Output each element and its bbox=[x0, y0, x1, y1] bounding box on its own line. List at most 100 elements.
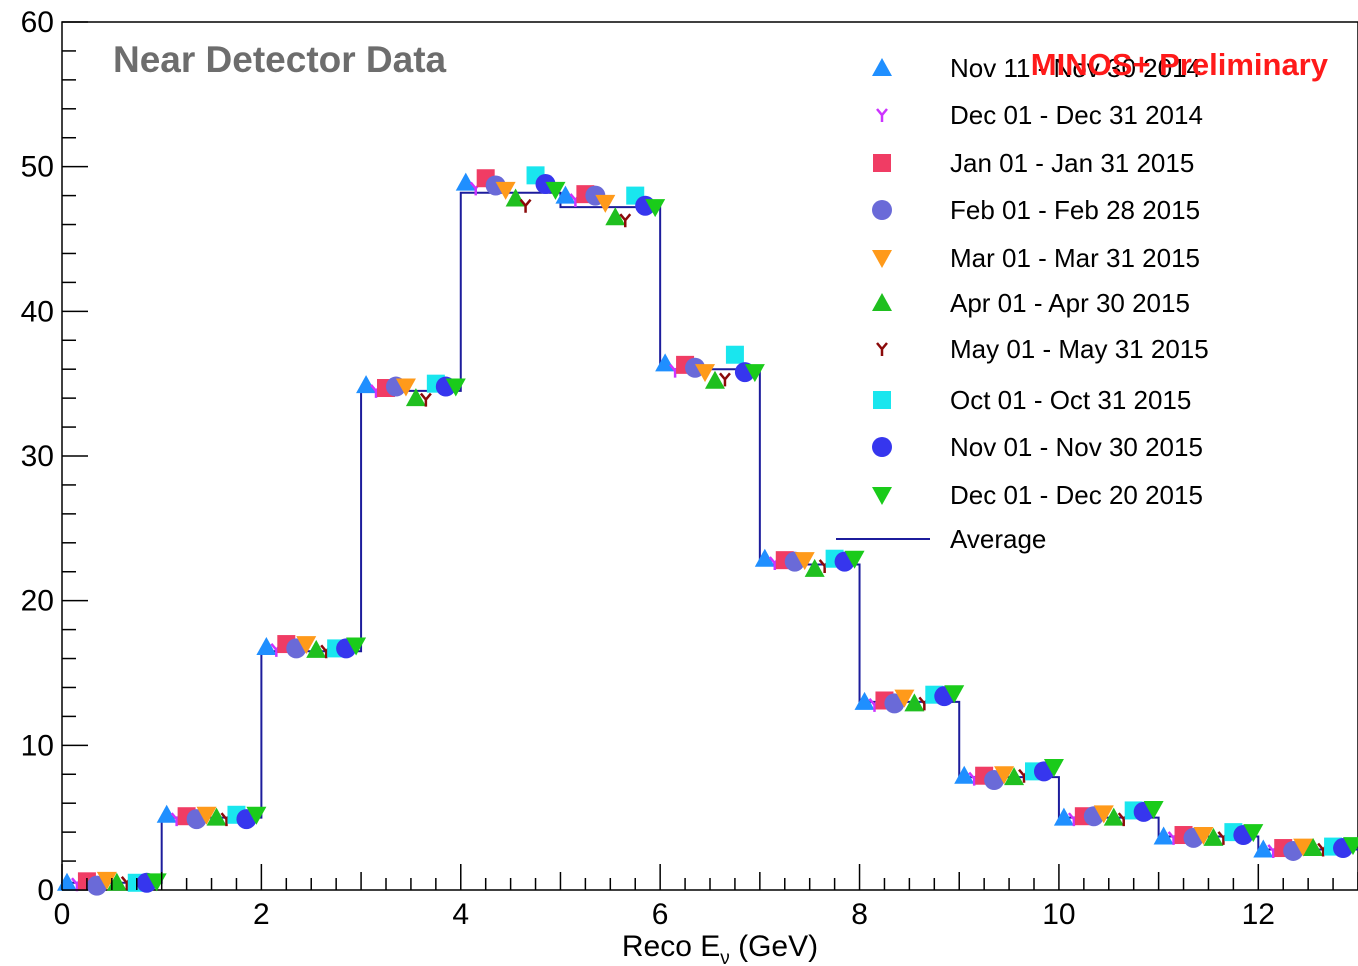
legend-label: Feb 01 - Feb 28 2015 bbox=[950, 195, 1200, 225]
legend-entry: Mar 01 - Mar 31 2015 bbox=[872, 243, 1200, 273]
data-point bbox=[256, 636, 277, 655]
data-point bbox=[1053, 807, 1074, 826]
x-tick-label: 10 bbox=[1042, 898, 1075, 931]
data-point bbox=[595, 194, 616, 213]
legend-entry: Dec 01 - Dec 20 2015 bbox=[872, 480, 1203, 510]
x-tick-label: 2 bbox=[253, 898, 270, 931]
data-point bbox=[718, 372, 731, 387]
x-axis-title-unit-text: (GeV) bbox=[738, 930, 818, 963]
legend-marker bbox=[872, 58, 892, 76]
legend-marker bbox=[872, 487, 892, 505]
legend-entry: Apr 01 - Apr 30 2015 bbox=[872, 288, 1190, 318]
x-tick-label: 0 bbox=[54, 898, 71, 931]
y-tick-label: 50 bbox=[21, 151, 54, 184]
legend-label: May 01 - May 31 2015 bbox=[950, 334, 1209, 364]
series-5 bbox=[96, 181, 1314, 890]
data-point bbox=[306, 639, 327, 658]
data-point bbox=[356, 375, 377, 394]
data-point bbox=[794, 552, 815, 571]
legend-entry-average: Average bbox=[836, 524, 1046, 554]
data-point bbox=[1343, 837, 1358, 856]
y-tick-label: 40 bbox=[21, 295, 54, 328]
data-point bbox=[725, 345, 744, 364]
data-point bbox=[704, 370, 725, 389]
legend: Nov 11 - Nov 30 2014 Dec 01 - Dec 31 2014… bbox=[836, 53, 1209, 554]
data-point bbox=[1243, 824, 1264, 843]
x-axis-title: Reco Eν (GeV) bbox=[622, 930, 818, 966]
data-point bbox=[96, 871, 117, 890]
data-point bbox=[1093, 805, 1114, 824]
data-point bbox=[954, 765, 975, 784]
data-point bbox=[1143, 800, 1164, 819]
data-point bbox=[744, 364, 765, 383]
data-point bbox=[994, 766, 1015, 785]
data-point bbox=[1193, 827, 1214, 846]
x-tick-label: 6 bbox=[652, 898, 669, 931]
plot-frame bbox=[61, 21, 1358, 891]
data-point bbox=[1043, 759, 1064, 778]
x-tick-label: 8 bbox=[851, 898, 868, 931]
axes: 0 2 4 6 8 10 12 0 10 20 30 40 50 60 bbox=[21, 6, 1358, 931]
data-point bbox=[695, 364, 716, 383]
legend-entry: Nov 11 - Nov 30 2014 bbox=[872, 53, 1201, 83]
data-point bbox=[754, 548, 775, 567]
data-point bbox=[246, 806, 267, 825]
preliminary-annotation: MINOS+ Preliminary bbox=[1031, 47, 1329, 82]
y-tick-label: 10 bbox=[21, 729, 54, 762]
legend-label: Nov 01 - Nov 30 2015 bbox=[950, 432, 1203, 462]
data-point bbox=[1303, 838, 1324, 857]
legend-label: Oct 01 - Oct 31 2015 bbox=[950, 385, 1191, 415]
series-7 bbox=[120, 198, 1330, 890]
data-point bbox=[395, 378, 416, 397]
legend-entry: Oct 01 - Oct 31 2015 bbox=[873, 385, 1191, 415]
y-tick-label: 60 bbox=[21, 6, 54, 39]
legend-marker bbox=[876, 108, 888, 122]
data-point bbox=[445, 378, 466, 397]
legend-entry: Jan 01 - Jan 31 2015 bbox=[873, 148, 1194, 178]
legend-entry: Feb 01 - Feb 28 2015 bbox=[872, 195, 1200, 225]
legend-marker bbox=[872, 250, 892, 268]
data-point bbox=[645, 199, 666, 218]
legend-label: Average bbox=[950, 524, 1046, 554]
legend-entry: Nov 01 - Nov 30 2015 bbox=[872, 432, 1203, 462]
data-point bbox=[854, 691, 875, 710]
data-point bbox=[1103, 807, 1124, 826]
data-point bbox=[655, 353, 676, 372]
data-point bbox=[619, 213, 632, 228]
y-tick-label: 30 bbox=[21, 440, 54, 473]
legend-entry: May 01 - May 31 2015 bbox=[876, 334, 1209, 364]
data-point bbox=[505, 188, 526, 207]
series-1 bbox=[56, 172, 1274, 891]
data-point bbox=[844, 550, 865, 569]
data-point bbox=[605, 207, 626, 226]
data-point bbox=[519, 198, 532, 213]
series-6 bbox=[106, 188, 1324, 891]
legend-marker bbox=[872, 437, 892, 457]
data-point bbox=[545, 181, 566, 200]
legend-entry: Dec 01 - Dec 31 2014 bbox=[876, 100, 1203, 130]
legend-label: Dec 01 - Dec 20 2015 bbox=[950, 480, 1203, 510]
legend-marker bbox=[876, 342, 888, 356]
legend-marker bbox=[873, 154, 891, 172]
data-point bbox=[156, 804, 177, 823]
series-10 bbox=[146, 181, 1358, 892]
x-tick-label: 12 bbox=[1242, 898, 1275, 931]
y-tick-label: 20 bbox=[21, 585, 54, 618]
data-point bbox=[346, 637, 367, 656]
data-point bbox=[894, 689, 915, 708]
legend-marker bbox=[872, 293, 892, 311]
y-tick-label: 0 bbox=[37, 874, 54, 907]
x-tick-label: 4 bbox=[452, 898, 469, 931]
data-point bbox=[296, 636, 317, 655]
data-point bbox=[1203, 827, 1224, 846]
data-point bbox=[495, 181, 516, 200]
x-axis-title-unit bbox=[730, 930, 738, 963]
legend-label: Mar 01 - Mar 31 2015 bbox=[950, 243, 1200, 273]
data-point bbox=[1253, 839, 1274, 858]
legend-label: Apr 01 - Apr 30 2015 bbox=[950, 288, 1190, 318]
data-point bbox=[206, 807, 227, 826]
data-point bbox=[1153, 826, 1174, 845]
legend-label: Dec 01 - Dec 31 2014 bbox=[950, 100, 1203, 130]
data-point bbox=[804, 558, 825, 577]
